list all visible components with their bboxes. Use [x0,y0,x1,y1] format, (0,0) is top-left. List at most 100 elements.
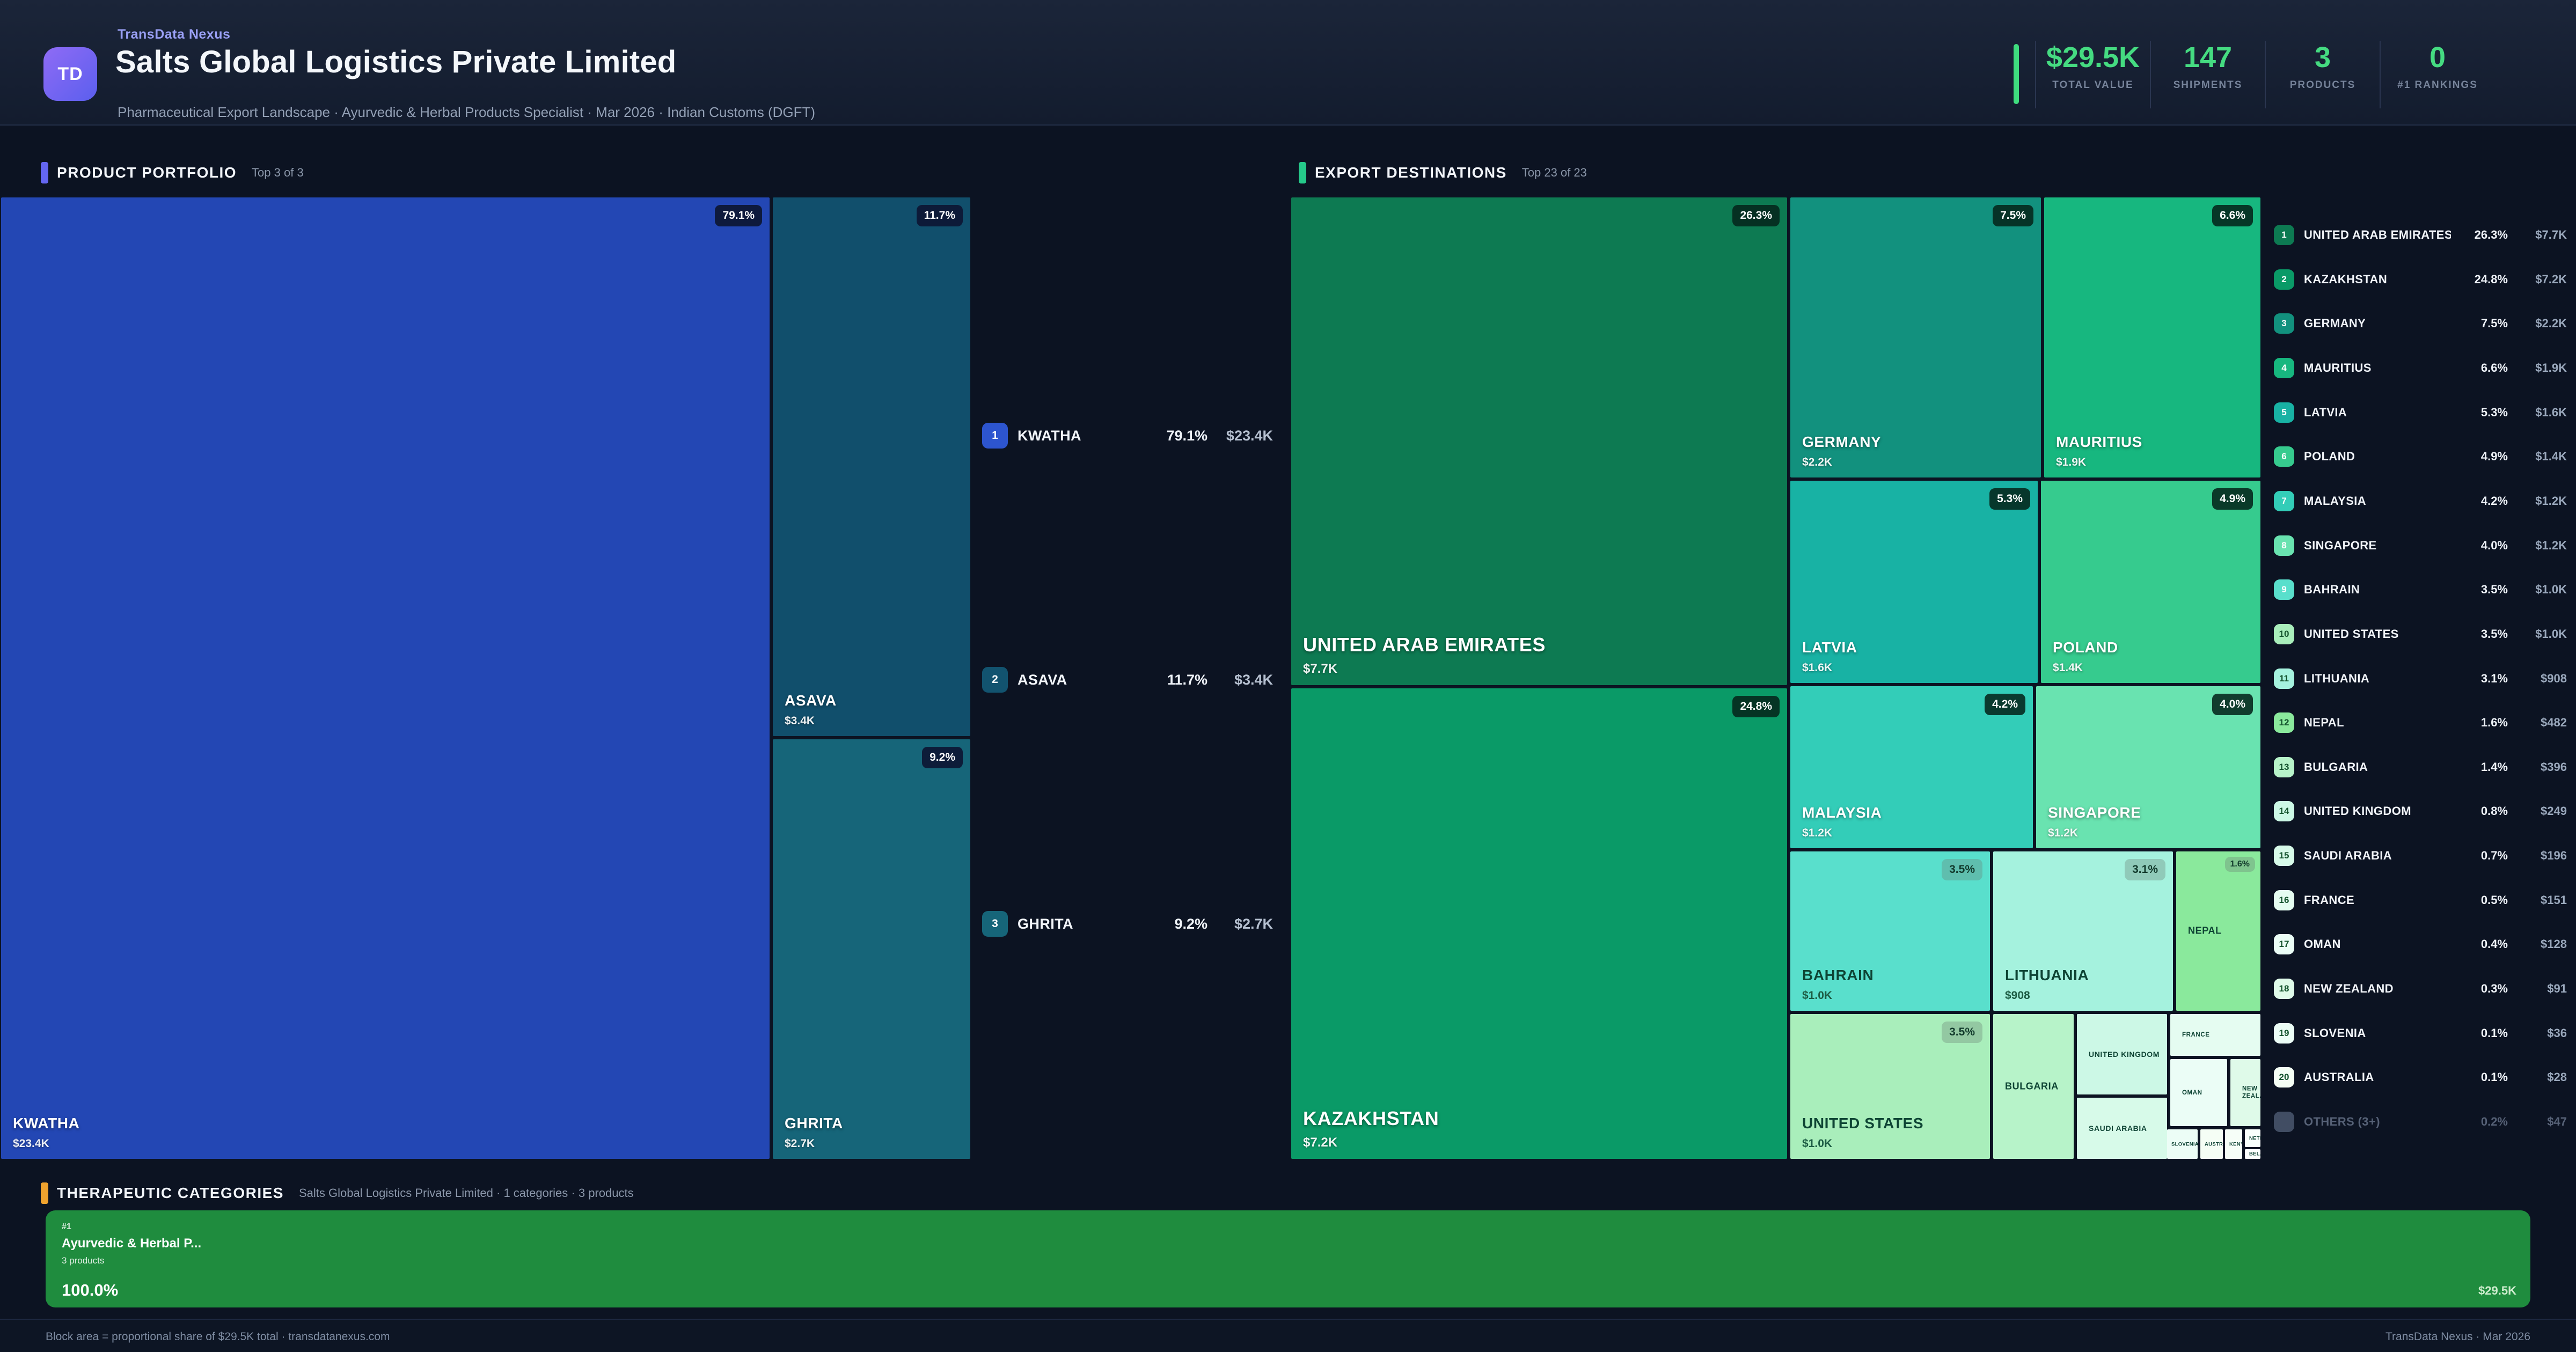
stat-value: $29.5K [2046,41,2140,74]
block-name: BAHRAIN [1802,966,1874,983]
rank-row-latvia[interactable]: 5 LATVIA 5.3% $1.6K [2274,399,2567,427]
treemap-block-lithuania[interactable]: 3.1% LITHUANIA $908 [1993,851,2173,1011]
treemap-block-poland[interactable]: 4.9% POLAND $1.4K [2041,481,2260,683]
rank-row-united-states[interactable]: 10 UNITED STATES 3.5% $1.0K [2274,620,2567,648]
rank-row-singapore[interactable]: 8 SINGAPORE 4.0% $1.2K [2274,532,2567,560]
rank-value: $908 [2541,671,2567,685]
rank-row-saudi-arabia[interactable]: 15 SAUDI ARABIA 0.7% $196 [2274,842,2567,870]
percent-badge: 11.7% [916,205,963,226]
rank-row-nepal[interactable]: 12 NEPAL 1.6% $482 [2274,709,2567,737]
rank-row-lithuania[interactable]: 11 LITHUANIA 3.1% $908 [2274,665,2567,693]
stat-label: SHIPMENTS [2173,79,2243,91]
rank-badge: 11 [2274,668,2294,689]
rank-row-united-kingdom[interactable]: 14 UNITED KINGDOM 0.8% $249 [2274,797,2567,825]
rank-badge: 13 [2274,756,2294,777]
treemap-block-ghrita[interactable]: 9.2% GHRITA $2.7K [773,739,970,1159]
rank-row-france[interactable]: 16 FRANCE 0.5% $151 [2274,886,2567,914]
treemap-block-united-arab-emirates[interactable]: 26.3% UNITED ARAB EMIRATES $7.7K [1291,197,1787,685]
product-rank-list: 1 KWATHA 79.1% $23.4K 2 ASAVA 11.7% $3.4K 3 GHRIT… [982,197,1273,1159]
rank-row-others-3[interactable]: OTHERS (3+) 0.2% $47 [2274,1108,2567,1136]
rank-row-kazakhstan[interactable]: 2 KAZAKHSTAN 24.8% $7.2K [2274,266,2567,293]
treemap-block-australia[interactable]: AUSTRALIA [2200,1129,2223,1159]
block-label: NEW ZEALAND [2242,1085,2260,1100]
treemap-block-united-states[interactable]: 3.5% UNITED STATES $1.0K [1790,1014,1990,1159]
rank-row-australia[interactable]: 20 AUSTRALIA 0.1% $28 [2274,1063,2567,1091]
rank-value: $2.2K [2535,317,2567,330]
treemap-block-saudi-arabia[interactable]: SAUDI ARABIA [2077,1098,2167,1159]
treemap-block-france[interactable]: FRANCE [2170,1014,2260,1056]
stat-value: 3 [2314,41,2331,74]
block-name: LATVIA [1802,639,1857,656]
rank-row-slovenia[interactable]: 19 SLOVENIA 0.1% $36 [2274,1019,2567,1047]
rank-row-ghrita[interactable]: 3 GHRITA 9.2% $2.7K [982,908,1273,940]
rank-row-malaysia[interactable]: 7 MALAYSIA 4.2% $1.2K [2274,487,2567,515]
category-rank: #1 [62,1222,71,1231]
rank-percent: 4.0% [2480,538,2508,552]
block-name: NETHERLANDS [2249,1135,2260,1141]
treemap-block-nepal[interactable]: 1.6% NEPAL [2176,851,2260,1011]
rank-value: $1.2K [2535,538,2567,552]
rank-name: POLAND [2304,450,2355,464]
treemap-block-bulgaria[interactable]: BULGARIA [1993,1014,2074,1159]
stat-label: TOTAL VALUE [2052,79,2134,91]
block-value: $908 [2005,989,2030,1002]
treemap-block-mauritius[interactable]: 6.6% MAURITIUS $1.9K [2044,197,2260,477]
rank-row-new-zealand[interactable]: 18 NEW ZEALAND 0.3% $91 [2274,975,2567,1003]
rank-row-kwatha[interactable]: 1 KWATHA 79.1% $23.4K [982,420,1273,452]
rank-row-bulgaria[interactable]: 13 BULGARIA 1.4% $396 [2274,753,2567,781]
percent-badge: 24.8% [1732,696,1780,717]
rank-value: $3.4K [1234,671,1273,688]
treemap-block-germany[interactable]: 7.5% GERMANY $2.2K [1790,197,2041,477]
treemap-block-united-kingdom[interactable]: UNITED KINGDOM [2077,1014,2167,1094]
block-name: SINGAPORE [2048,804,2141,821]
rank-badge: 3 [2274,313,2294,334]
percent-badge: 3.1% [2125,859,2165,880]
rank-row-asava[interactable]: 2 ASAVA 11.7% $3.4K [982,664,1273,696]
treemap-block-kwatha[interactable]: 79.1% KWATHA $23.4K [1,197,770,1159]
treemap-block-netherlands[interactable]: NETHERLANDS [2245,1129,2260,1147]
rank-name: BAHRAIN [2304,583,2360,597]
treemap-block-latvia[interactable]: 5.3% LATVIA $1.6K [1790,481,2038,683]
block-name: MAURITIUS [2056,433,2142,450]
treemap-block-kenya[interactable]: KENYA [2225,1129,2242,1159]
treemap-block-kazakhstan[interactable]: 24.8% KAZAKHSTAN $7.2K [1291,688,1787,1159]
export-treemap: 26.3% UNITED ARAB EMIRATES $7.7K 24.8% KAZAK… [1291,197,2260,1159]
treemap-block-asava[interactable]: 11.7% ASAVA $3.4K [773,197,970,736]
page-subtitle: Pharmaceutical Export Landscape · Ayurve… [118,104,816,120]
rank-row-mauritius[interactable]: 4 MAURITIUS 6.6% $1.9K [2274,354,2567,382]
block-label: UNITED ARAB EMIRATES $7.7K [1303,634,1782,677]
rank-value: $1.6K [2535,405,2567,419]
block-name: FRANCE [2182,1031,2210,1038]
rank-percent: 3.1% [2480,671,2508,685]
rank-row-oman[interactable]: 17 OMAN 0.4% $128 [2274,930,2567,958]
category-value: $29.5K [2478,1284,2516,1297]
rank-badge: 1 [982,423,1008,449]
block-label: GERMANY $2.2K [1802,433,2036,469]
rank-name: UNITED STATES [2304,627,2399,641]
rank-badge: 18 [2274,979,2294,1000]
percent-badge: 26.3% [1732,205,1780,226]
treemap-block-bahrain[interactable]: 3.5% BAHRAIN $1.0K [1790,851,1990,1011]
treemap-block-malaysia[interactable]: 4.2% MALAYSIA $1.2K [1790,686,2033,848]
treemap-block-slovenia[interactable]: SLOVENIA [2167,1129,2198,1159]
section-header-product-portfolio: PRODUCT PORTFOLIO Top 3 of 3 [41,161,304,185]
rank-percent: 3.5% [2480,627,2508,641]
block-label: UNITED STATES $1.0K [1802,1115,1985,1150]
rank-row-poland[interactable]: 6 POLAND 4.9% $1.4K [2274,443,2567,471]
rank-row-bahrain[interactable]: 9 BAHRAIN 3.5% $1.0K [2274,576,2567,604]
block-value: $1.0K [1802,1137,1833,1150]
rank-name: SINGAPORE [2304,538,2377,552]
treemap-block-oman[interactable]: OMAN [2170,1059,2227,1126]
category-bar-ayurvedic[interactable]: #1 Ayurvedic & Herbal P... 3 products 10… [46,1210,2530,1307]
rank-name: KWATHA [1018,427,1081,444]
treemap-block-singapore[interactable]: 4.0% SINGAPORE $1.2K [2036,686,2260,848]
treemap-block-belarus[interactable]: BELARUS [2245,1149,2260,1159]
block-value: $1.2K [2048,827,2079,839]
block-name: GERMANY [1802,433,1882,450]
block-label: MAURITIUS $1.9K [2056,433,2255,469]
rank-row-united-arab-emirates[interactable]: 1 UNITED ARAB EMIRATES 26.3% $7.7K [2274,221,2567,249]
rank-value: $47 [2547,1115,2567,1128]
block-name: KENYA [2229,1141,2242,1147]
rank-row-germany[interactable]: 3 GERMANY 7.5% $2.2K [2274,310,2567,337]
treemap-block-new-zealand[interactable]: NEW ZEALAND [2230,1059,2260,1126]
